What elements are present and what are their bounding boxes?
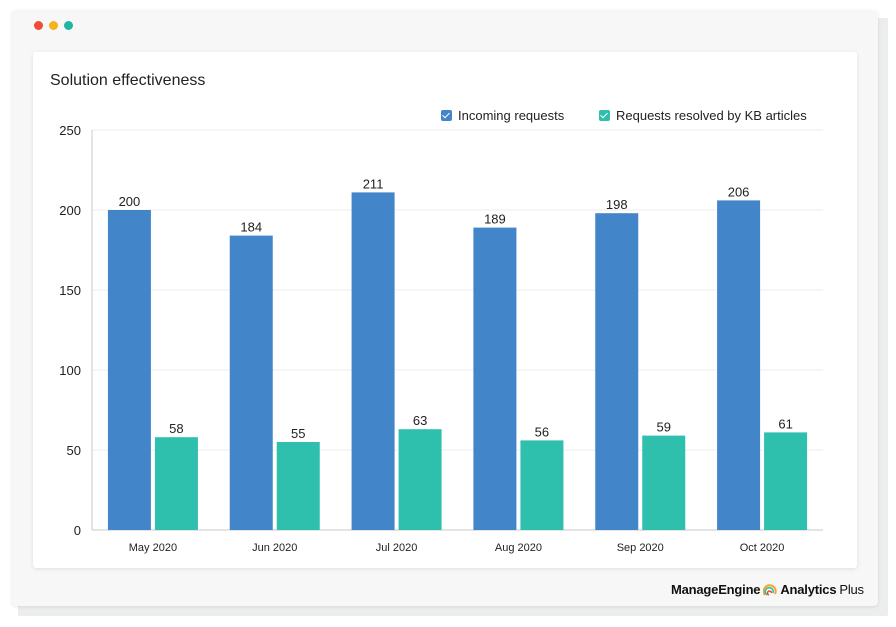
bar-incoming <box>351 192 395 530</box>
data-label: 58 <box>169 421 183 436</box>
y-tick-label: 150 <box>59 283 81 298</box>
window-close-dot[interactable] <box>34 21 43 30</box>
data-label: 56 <box>535 424 549 439</box>
x-tick-label: Jul 2020 <box>376 542 418 554</box>
brand-swirl-icon <box>763 583 777 596</box>
data-label: 59 <box>657 420 671 435</box>
data-label: 55 <box>291 426 305 441</box>
x-tick-label: May 2020 <box>129 542 177 554</box>
brand-logo: ManageEngine Analytics Plus <box>671 582 864 597</box>
x-tick-label: Jun 2020 <box>252 542 297 554</box>
bar-resolved <box>398 429 442 530</box>
bar-resolved <box>154 437 198 530</box>
y-tick-label: 250 <box>59 123 81 138</box>
legend-checkbox-icon[interactable] <box>599 110 610 121</box>
data-label: 211 <box>363 176 384 191</box>
legend-label-resolved: Requests resolved by KB articles <box>616 108 807 123</box>
data-label: 189 <box>484 212 506 227</box>
data-label: 200 <box>119 194 141 209</box>
data-label: 184 <box>240 220 262 235</box>
window-minimize-dot[interactable] <box>49 21 58 30</box>
chart-title: Solution effectiveness <box>50 72 206 89</box>
data-label: 198 <box>606 197 628 212</box>
bar-incoming <box>107 210 151 530</box>
data-label: 61 <box>778 416 792 431</box>
y-tick-label: 50 <box>67 443 81 458</box>
bar-incoming <box>473 227 517 530</box>
legend-item-incoming[interactable]: Incoming requests <box>441 108 564 123</box>
data-label: 206 <box>728 184 750 199</box>
legend-label-incoming: Incoming requests <box>458 108 565 123</box>
bar-incoming <box>229 235 273 530</box>
brand-name: ManageEngine <box>671 582 761 597</box>
bar-resolved <box>520 440 564 530</box>
bar-incoming <box>595 213 639 530</box>
data-label: 63 <box>413 413 427 428</box>
y-tick-label: 0 <box>74 523 81 538</box>
x-tick-label: Oct 2020 <box>740 542 785 554</box>
window-maximize-dot[interactable] <box>64 21 73 30</box>
bar-resolved <box>642 435 686 530</box>
y-tick-label: 200 <box>59 203 81 218</box>
brand-edition: Plus <box>839 582 864 597</box>
x-tick-label: Aug 2020 <box>495 542 542 554</box>
y-tick-label: 100 <box>59 363 81 378</box>
bar-incoming <box>717 200 761 530</box>
bar-resolved <box>276 442 320 530</box>
legend-checkbox-icon[interactable] <box>441 110 452 121</box>
brand-product: Analytics <box>780 582 837 597</box>
bar-resolved <box>764 432 808 530</box>
x-tick-label: Sep 2020 <box>617 542 664 554</box>
legend-item-resolved[interactable]: Requests resolved by KB articles <box>599 108 807 123</box>
